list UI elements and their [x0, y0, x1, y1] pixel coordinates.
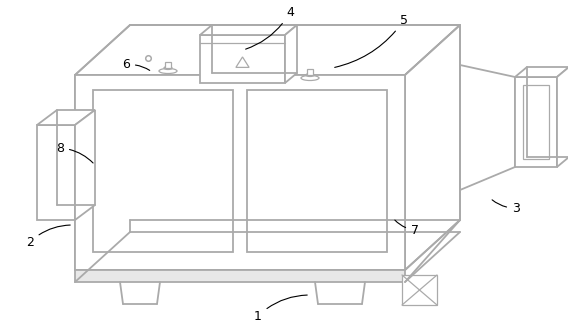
Text: 4: 4 — [245, 6, 294, 49]
Ellipse shape — [301, 76, 319, 81]
Text: 1: 1 — [254, 295, 307, 322]
Polygon shape — [75, 25, 460, 75]
Polygon shape — [236, 57, 249, 67]
Bar — [75, 75, 405, 270]
Bar — [515, 77, 557, 167]
Text: 3: 3 — [492, 200, 520, 214]
Text: 6: 6 — [122, 58, 150, 72]
Polygon shape — [515, 67, 568, 77]
Polygon shape — [75, 75, 405, 270]
Bar — [523, 85, 549, 159]
Text: 2: 2 — [26, 225, 70, 248]
Text: 5: 5 — [335, 14, 408, 67]
Bar — [247, 90, 387, 252]
Bar — [200, 35, 285, 83]
Bar — [37, 125, 75, 220]
Polygon shape — [37, 110, 95, 125]
Bar — [75, 270, 405, 282]
Ellipse shape — [306, 74, 314, 77]
Text: 8: 8 — [56, 142, 93, 163]
Polygon shape — [557, 67, 568, 167]
Bar — [307, 69, 313, 75]
Text: 7: 7 — [395, 220, 419, 237]
Bar — [402, 275, 437, 305]
Bar — [165, 62, 171, 68]
Bar — [93, 90, 233, 252]
Polygon shape — [285, 25, 297, 83]
Polygon shape — [460, 65, 515, 190]
Ellipse shape — [164, 67, 172, 70]
Polygon shape — [405, 25, 460, 270]
Polygon shape — [75, 110, 95, 220]
Polygon shape — [200, 25, 297, 35]
Ellipse shape — [159, 69, 177, 74]
